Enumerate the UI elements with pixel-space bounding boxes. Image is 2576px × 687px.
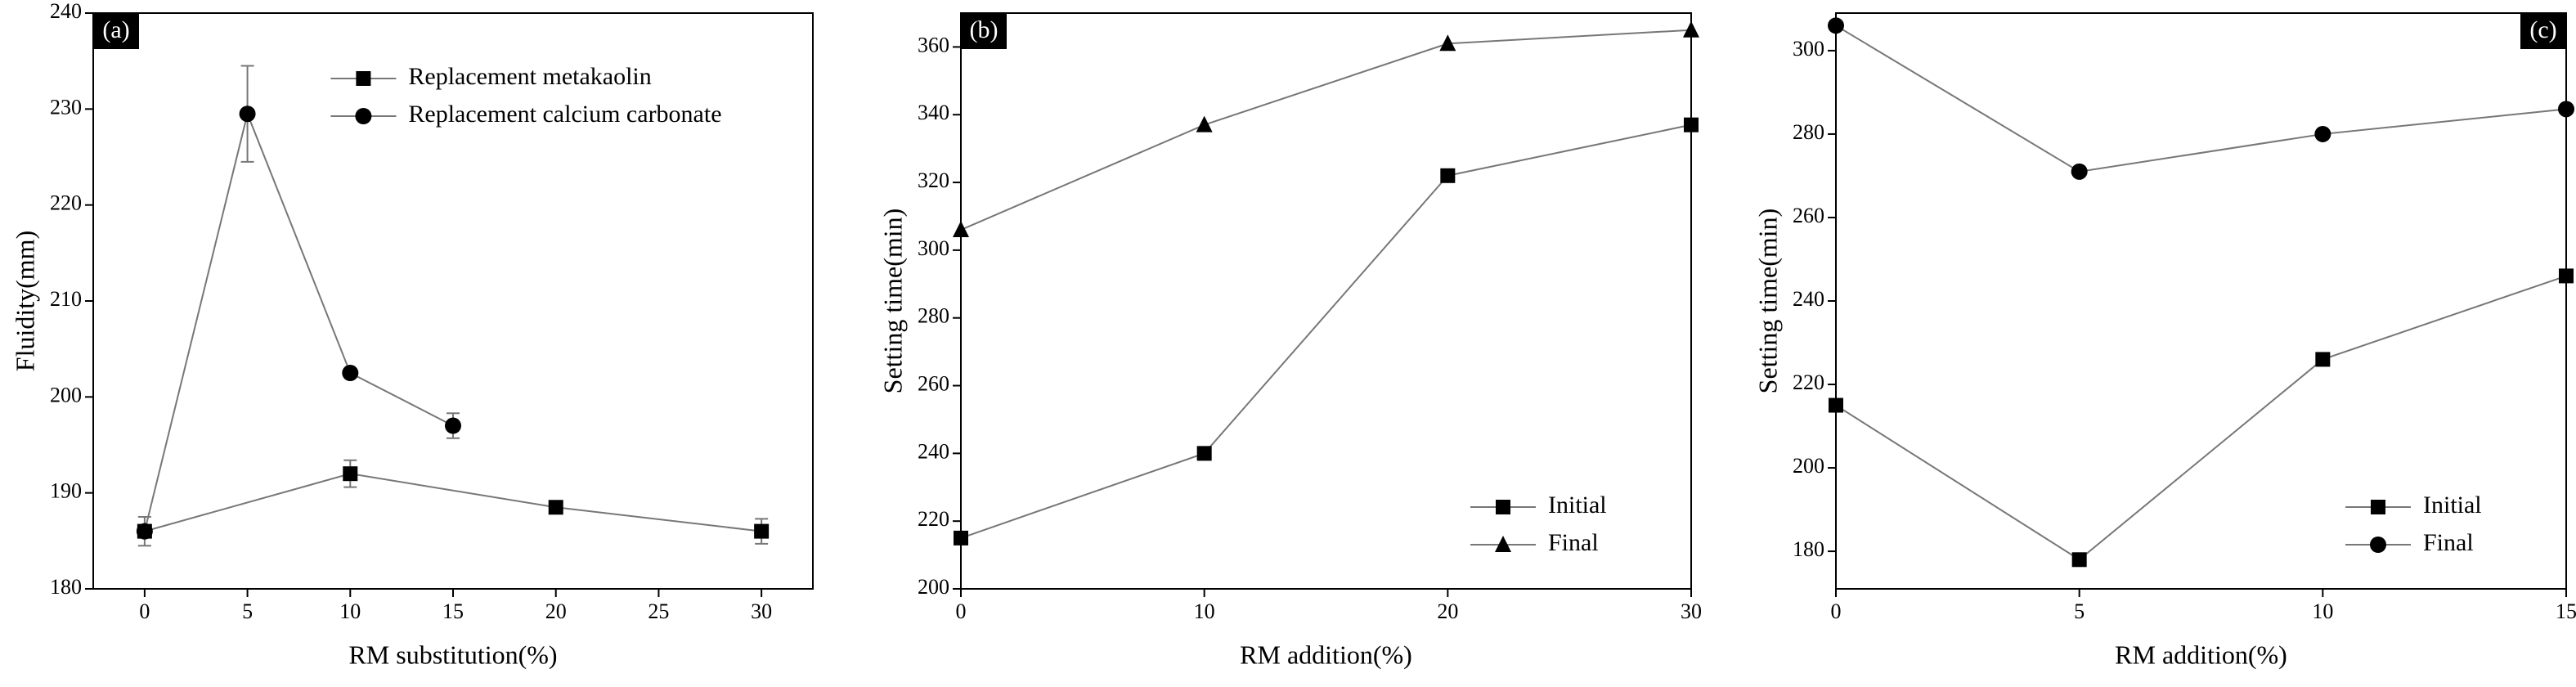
marker <box>2559 268 2574 284</box>
marker <box>239 106 256 123</box>
marker <box>1196 446 1212 461</box>
marker <box>1496 500 1510 514</box>
y-tick-label: 200 <box>918 575 949 599</box>
y-tick-label: 180 <box>50 575 82 599</box>
x-tick-label: 0 <box>956 599 967 623</box>
x-tick-label: 20 <box>1437 599 1458 623</box>
x-tick-label: 10 <box>2312 599 2333 623</box>
plot-frame <box>960 12 1692 590</box>
x-tick-label: 5 <box>2074 599 2085 623</box>
y-tick-label: 300 <box>1793 37 1824 61</box>
x-tick-label: 15 <box>2556 599 2576 623</box>
y-axis-title: Setting time(min) <box>1752 209 1782 394</box>
x-tick-label: 0 <box>139 599 150 623</box>
x-tick-label: 10 <box>1194 599 1215 623</box>
marker <box>1828 17 1844 34</box>
panel-label-box <box>2520 13 2566 49</box>
y-tick-label: 340 <box>918 101 949 124</box>
y-tick-label: 280 <box>918 304 949 328</box>
y-tick-label: 260 <box>918 371 949 395</box>
marker <box>1683 20 1699 38</box>
marker <box>1439 34 1456 52</box>
x-tick-label: 10 <box>339 599 361 623</box>
y-tick-label: 240 <box>918 439 949 463</box>
series-line <box>960 123 1692 539</box>
y-tick-label: 240 <box>1793 287 1824 311</box>
marker <box>136 523 153 540</box>
marker <box>355 108 372 124</box>
y-tick-label: 190 <box>50 479 82 503</box>
legend-label: Replacement metakaolin <box>408 63 651 90</box>
y-tick-label: 240 <box>50 0 82 23</box>
legend-label: Final <box>2423 529 2474 556</box>
series-line <box>144 473 762 532</box>
marker <box>2558 101 2574 118</box>
y-tick-label: 200 <box>1793 454 1824 478</box>
panel: 0 5 10 15 180 200 220 240 260 280 300 RM addition(%… <box>1752 12 2576 669</box>
y-tick-label: 280 <box>1793 120 1824 144</box>
legend-label: Replacement calcium carbonate <box>408 101 721 128</box>
y-tick-label: 360 <box>918 33 949 56</box>
marker <box>2315 352 2331 367</box>
marker <box>2370 537 2386 553</box>
marker <box>2314 125 2331 142</box>
x-axis-title: RM addition(%) <box>2115 640 2287 669</box>
marker <box>2071 163 2088 180</box>
panel: 0 5 10 15 20 25 30 180 190 200 210 220 230 240 RM subs… <box>10 0 814 669</box>
marker <box>953 221 969 238</box>
marker <box>1495 536 1511 552</box>
panel-label-box <box>93 13 139 49</box>
marker <box>1196 115 1213 132</box>
x-tick-label: 30 <box>1681 599 1702 623</box>
series-line <box>1835 25 2567 173</box>
x-tick-label: 0 <box>1831 599 1842 623</box>
x-tick-label: 5 <box>242 599 253 623</box>
panel-label-box <box>961 13 1007 49</box>
y-tick-label: 260 <box>1793 204 1824 227</box>
x-tick-label: 25 <box>648 599 669 623</box>
x-tick-label: 30 <box>751 599 772 623</box>
marker <box>548 500 563 515</box>
marker <box>1684 117 1699 132</box>
marker <box>2071 552 2087 568</box>
marker <box>2371 500 2385 514</box>
series-line <box>143 110 454 532</box>
legend-label: Initial <box>2423 492 2482 519</box>
marker <box>1829 397 1843 413</box>
y-axis-title: Fluidity(mm) <box>10 231 39 371</box>
marker <box>1440 168 1456 183</box>
y-tick-label: 300 <box>918 236 949 260</box>
panel: 0 10 20 30 200 220 240 260 280 300 320 340 360 RM add… <box>877 12 1702 669</box>
panel-label: (c) <box>2529 16 2556 43</box>
marker <box>356 71 371 86</box>
y-tick-label: 180 <box>1793 537 1824 561</box>
marker <box>445 417 461 434</box>
x-tick-label: 20 <box>545 599 567 623</box>
marker <box>754 523 770 539</box>
x-axis-title: RM addition(%) <box>1240 640 1412 669</box>
y-tick-label: 230 <box>50 95 82 119</box>
series-line <box>960 29 1692 231</box>
x-axis-title: RM substitution(%) <box>348 640 557 669</box>
marker <box>954 530 968 546</box>
y-tick-label: 220 <box>918 507 949 531</box>
y-tick-label: 220 <box>1793 370 1824 394</box>
x-tick-label: 15 <box>442 599 464 623</box>
series-line <box>1835 275 2567 561</box>
panel-label: (a) <box>102 16 129 43</box>
y-tick-label: 320 <box>918 168 949 192</box>
panel-label: (b) <box>970 16 999 43</box>
y-axis-title: Setting time(min) <box>877 209 907 394</box>
legend-label: Final <box>1548 529 1599 556</box>
y-tick-label: 200 <box>50 383 82 406</box>
legend-label: Initial <box>1548 492 1607 519</box>
y-tick-label: 210 <box>50 287 82 311</box>
marker <box>343 466 358 482</box>
marker <box>342 365 359 381</box>
y-tick-label: 220 <box>50 191 82 215</box>
